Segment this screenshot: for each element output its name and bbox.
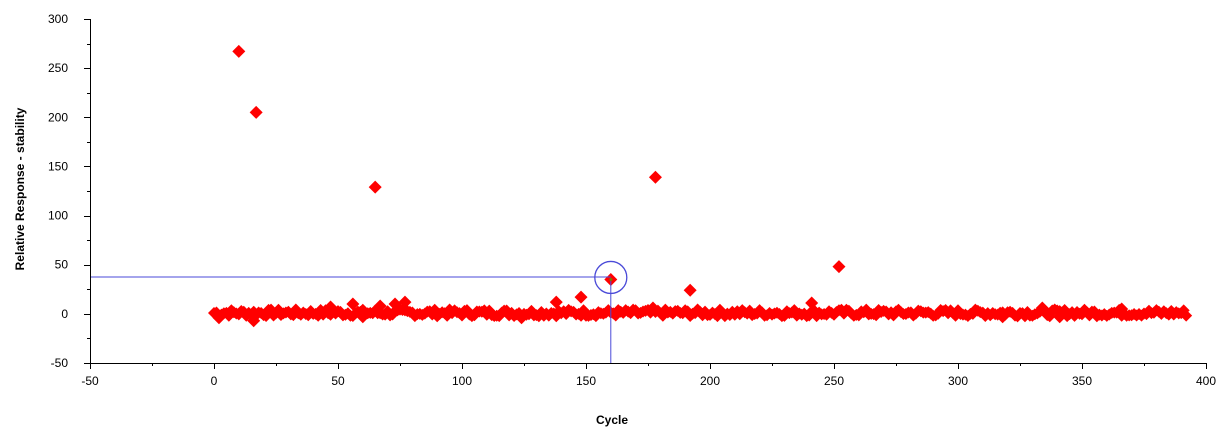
x-tick-label: 200 <box>700 374 720 388</box>
data-point <box>1115 302 1129 316</box>
y-axis-ticks: -50 0 50 100 150 200 250 300 <box>48 12 90 370</box>
data-point <box>356 310 370 324</box>
baseline-point <box>1180 309 1193 322</box>
data-point <box>388 297 402 311</box>
data-point <box>549 295 563 309</box>
x-axis-ticks: -50 0 50 100 150 200 250 300 350 400 <box>81 363 1216 388</box>
baseline-band-series <box>208 303 1193 323</box>
data-point <box>398 295 412 309</box>
x-tick-label: 400 <box>1196 374 1216 388</box>
y-tick-label: 100 <box>48 209 68 223</box>
data-point <box>368 180 382 194</box>
data-point <box>832 260 846 274</box>
y-tick-label: 150 <box>48 159 68 173</box>
x-axis-title: Cycle <box>596 413 628 427</box>
data-point <box>996 310 1010 324</box>
y-tick-label: 300 <box>48 12 68 26</box>
x-tick-label: 300 <box>948 374 968 388</box>
x-tick-label: 350 <box>1072 374 1092 388</box>
data-point <box>212 311 226 325</box>
data-point <box>1035 301 1049 315</box>
x-tick-label: 250 <box>824 374 844 388</box>
data-points <box>212 44 1129 328</box>
data-point <box>324 300 338 314</box>
data-point <box>646 301 660 315</box>
data-point <box>247 314 261 328</box>
x-tick-label: 100 <box>452 374 472 388</box>
x-tick-label: 50 <box>331 374 345 388</box>
data-point <box>373 299 387 313</box>
data-point <box>805 296 819 310</box>
highlight-circle <box>594 260 628 295</box>
y-tick-label: 0 <box>61 307 68 321</box>
highlight-center-dot <box>609 277 613 281</box>
data-point <box>683 283 697 297</box>
x-tick-label: -50 <box>81 374 99 388</box>
data-point <box>1053 310 1067 324</box>
data-point <box>515 311 529 325</box>
data-point <box>249 105 263 119</box>
data-point <box>232 44 246 58</box>
y-axis-title: Relative Response - stability <box>13 107 27 270</box>
x-tick-label: 150 <box>576 374 596 388</box>
data-point <box>346 297 360 311</box>
data-point <box>574 290 588 304</box>
y-tick-label: 50 <box>55 258 69 272</box>
y-tick-label: 250 <box>48 61 68 75</box>
x-tick-label: 0 <box>211 374 218 388</box>
data-point <box>648 170 662 184</box>
y-tick-label: -50 <box>51 356 69 370</box>
y-tick-label: 200 <box>48 110 68 124</box>
